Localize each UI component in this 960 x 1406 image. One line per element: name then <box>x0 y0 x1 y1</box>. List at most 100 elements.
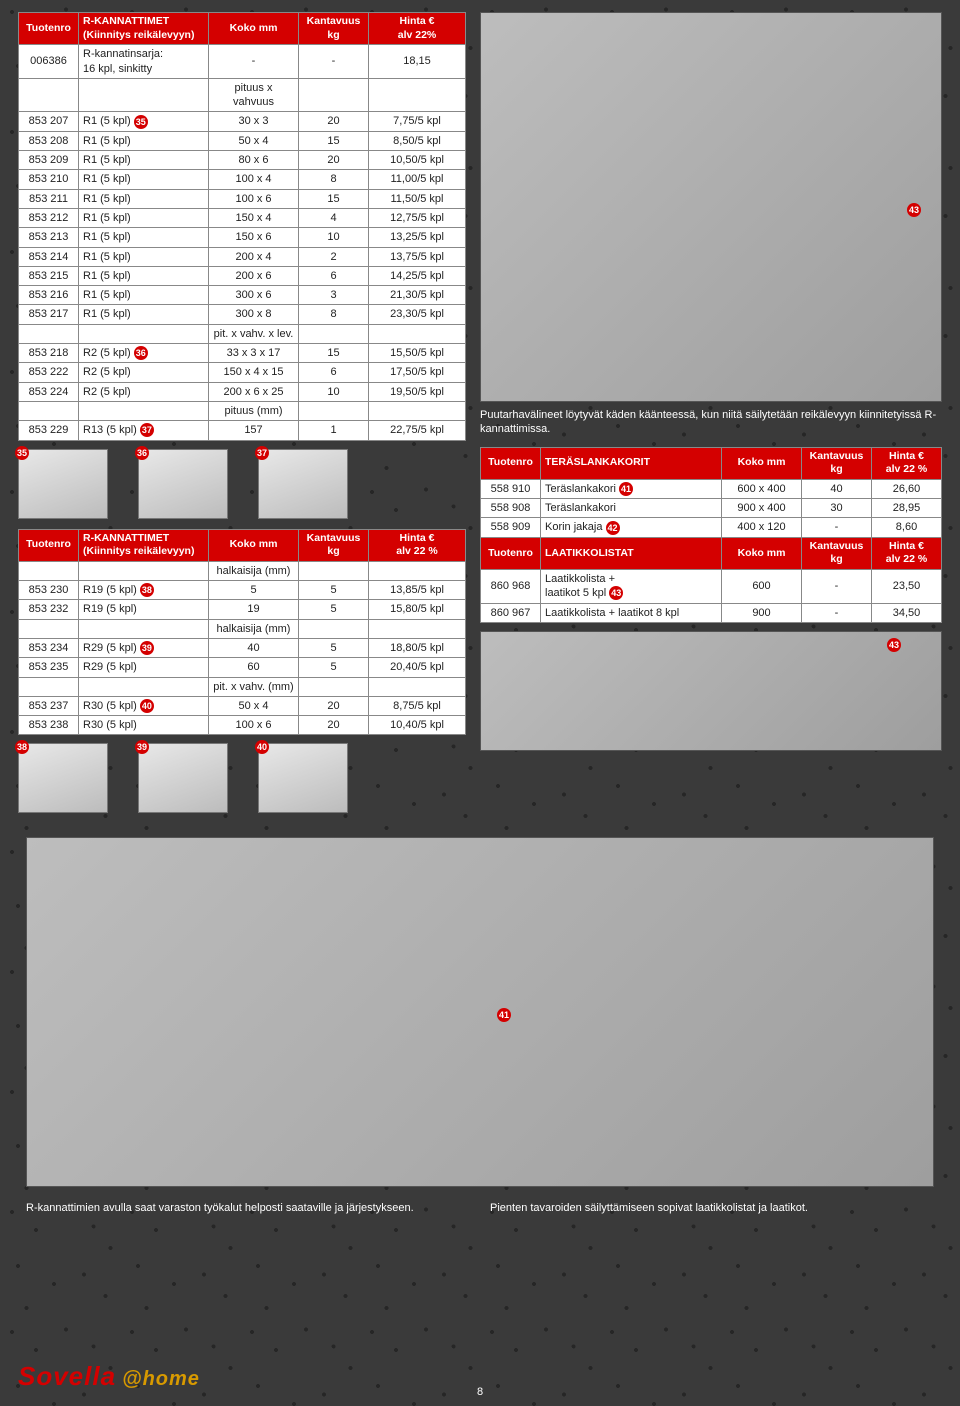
thumbnail-row-1: 35 36 37 <box>18 449 466 519</box>
cell-kant: 10 <box>299 228 369 247</box>
cell-kant: 6 <box>299 363 369 382</box>
table-row: 853 217 R1 (5 kpl) 300 x 8 8 23,30/5 kpl <box>19 305 466 324</box>
cell-id: 853 207 <box>19 112 79 131</box>
table-subheader: halkaisija (mm) <box>19 561 466 580</box>
badge-icon: 41 <box>619 482 633 496</box>
th: Hinta € alv 22 % <box>872 447 942 479</box>
table-row: 853 234 R29 (5 kpl) 39 40 5 18,80/5 kpl <box>19 638 466 657</box>
cell-name: R1 (5 kpl) <box>79 208 209 227</box>
thumbnail: 36 <box>138 449 228 519</box>
badge-icon: 39 <box>140 641 154 655</box>
th: Hinta € alv 22 % <box>369 529 466 561</box>
cell-name: R19 (5 kpl) 38 <box>79 581 209 600</box>
cell-name: R19 (5 kpl) <box>79 600 209 619</box>
cell-id: 558 909 <box>481 518 541 537</box>
cell-koko: 157 <box>209 421 299 440</box>
table-row: 558 908 Teräslankakori 900 x 400 30 28,9… <box>481 499 942 518</box>
cell-id: 853 235 <box>19 658 79 677</box>
badge-icon: 40 <box>255 740 269 754</box>
cell-koko: 600 <box>722 570 802 604</box>
table-row: 853 230 R19 (5 kpl) 38 5 5 13,85/5 kpl <box>19 581 466 600</box>
cell-koko: 900 x 400 <box>722 499 802 518</box>
table-row: 006386R-kannatinsarja:16 kpl, sinkitty--… <box>19 45 466 79</box>
cell-id: 853 210 <box>19 170 79 189</box>
cell-koko: 300 x 6 <box>209 286 299 305</box>
cell-kant: - <box>802 603 872 622</box>
cell-hinta: 13,85/5 kpl <box>369 581 466 600</box>
cell-koko: 400 x 120 <box>722 518 802 537</box>
cell-kant: 6 <box>299 266 369 285</box>
cell-name: Teräslankakori <box>541 499 722 518</box>
table-row: 558 909 Korin jakaja 42 400 x 120 - 8,60 <box>481 518 942 537</box>
badge-icon: 43 <box>907 203 921 217</box>
brand-sub: @home <box>122 1368 200 1390</box>
cell-koko: 40 <box>209 638 299 657</box>
th: Tuotenro <box>481 537 541 569</box>
cell-name: R1 (5 kpl) <box>79 170 209 189</box>
cell-name: R30 (5 kpl) <box>79 716 209 735</box>
cell-koko: 5 <box>209 581 299 600</box>
table-row: 853 210 R1 (5 kpl) 100 x 4 8 11,00/5 kpl <box>19 170 466 189</box>
cell-kant: 1 <box>299 421 369 440</box>
badge-icon: 35 <box>15 446 29 460</box>
cell-hinta: 34,50 <box>872 603 942 622</box>
cell-id: 853 237 <box>19 696 79 715</box>
table-row: 853 215 R1 (5 kpl) 200 x 6 6 14,25/5 kpl <box>19 266 466 285</box>
photo-garage-top: 43 <box>480 12 942 402</box>
cell-id: 853 213 <box>19 228 79 247</box>
cell-name: R1 (5 kpl) <box>79 266 209 285</box>
cell-hinta: 10,50/5 kpl <box>369 151 466 170</box>
table-row: 853 211 R1 (5 kpl) 100 x 6 15 11,50/5 kp… <box>19 189 466 208</box>
table-row: 558 910 Teräslankakori 41 600 x 400 40 2… <box>481 479 942 498</box>
th: R-KANNATTIMET (Kiinnitys reikälevyyn) <box>79 529 209 561</box>
cell-hinta: 8,50/5 kpl <box>369 131 466 150</box>
cell-kant: 5 <box>299 638 369 657</box>
badge-icon: 37 <box>255 446 269 460</box>
cell-hinta: 10,40/5 kpl <box>369 716 466 735</box>
table-subheader: halkaisija (mm) <box>19 619 466 638</box>
cell-kant: 8 <box>299 305 369 324</box>
cell-hinta: 19,50/5 kpl <box>369 382 466 401</box>
table-teraslankakorit: Tuotenro TERÄSLANKAKORIT Koko mm Kantavu… <box>480 447 942 538</box>
badge-icon: 43 <box>887 638 901 652</box>
cell-hinta: 21,30/5 kpl <box>369 286 466 305</box>
cell-kant: 2 <box>299 247 369 266</box>
cell-hinta: 8,75/5 kpl <box>369 696 466 715</box>
cell-hinta: 28,95 <box>872 499 942 518</box>
cell-name: R2 (5 kpl) <box>79 382 209 401</box>
cell-name: R1 (5 kpl) <box>79 151 209 170</box>
th: LAATIKKOLISTAT <box>541 537 722 569</box>
cell-hinta: 23,30/5 kpl <box>369 305 466 324</box>
cell-koko: 33 x 3 x 17 <box>209 344 299 363</box>
badge-icon: 37 <box>140 423 154 437</box>
table-row: 853 218 R2 (5 kpl) 36 33 x 3 x 17 15 15,… <box>19 344 466 363</box>
badge-icon: 43 <box>609 586 623 600</box>
th: Koko mm <box>722 537 802 569</box>
cell-hinta: 13,75/5 kpl <box>369 247 466 266</box>
table-row: 853 232 R19 (5 kpl) 19 5 15,80/5 kpl <box>19 600 466 619</box>
cell-kant: 20 <box>299 716 369 735</box>
cell-id: 853 209 <box>19 151 79 170</box>
photo-laatikot: 43 <box>480 631 942 751</box>
cell-id: 853 222 <box>19 363 79 382</box>
thumbnail: 40 <box>258 743 348 813</box>
cell-hinta: 18,80/5 kpl <box>369 638 466 657</box>
cell-name: R1 (5 kpl) <box>79 247 209 266</box>
cell-name: R1 (5 kpl) <box>79 305 209 324</box>
badge-icon: 36 <box>134 346 148 360</box>
cell-koko: 19 <box>209 600 299 619</box>
cell-name: Korin jakaja 42 <box>541 518 722 537</box>
cell-hinta: 23,50 <box>872 570 942 604</box>
table-row: 860 968 Laatikkolista +laatikot 5 kpl 43… <box>481 570 942 604</box>
cell-kant: 30 <box>802 499 872 518</box>
cell-id: 860 968 <box>481 570 541 604</box>
cell-koko: 600 x 400 <box>722 479 802 498</box>
cell-id: 853 224 <box>19 382 79 401</box>
cell-kant: - <box>802 570 872 604</box>
th: Kantavuus kg <box>802 537 872 569</box>
table-subheader: pituus (mm) <box>19 401 466 420</box>
cell-kant: 20 <box>299 151 369 170</box>
table-row: 853 235 R29 (5 kpl) 60 5 20,40/5 kpl <box>19 658 466 677</box>
cell-kant: 3 <box>299 286 369 305</box>
cell-hinta: 7,75/5 kpl <box>369 112 466 131</box>
